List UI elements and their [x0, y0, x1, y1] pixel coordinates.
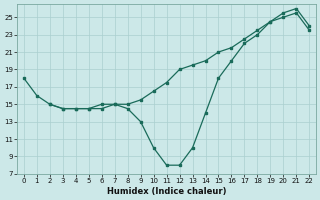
X-axis label: Humidex (Indice chaleur): Humidex (Indice chaleur): [107, 187, 226, 196]
